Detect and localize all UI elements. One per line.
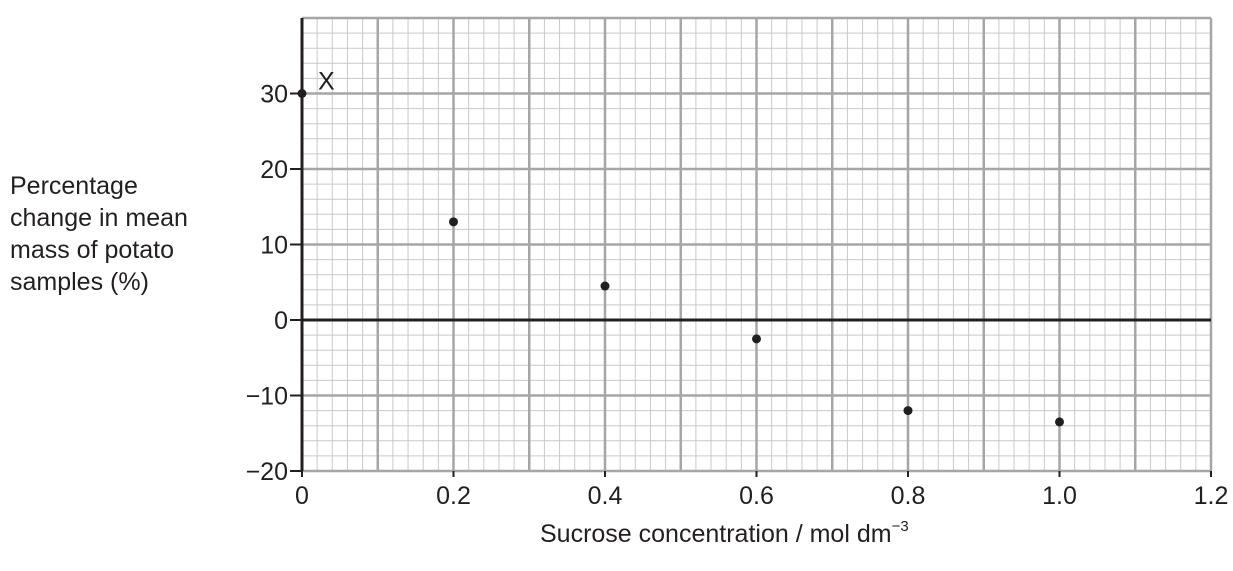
x-axis-label: Sucrose concentration / mol dm−3 (540, 518, 909, 549)
data-point (297, 89, 307, 98)
y-axis-label-line: Percentage (10, 172, 138, 200)
y-axis-label-line: mass of potato (10, 236, 174, 264)
data-point (600, 281, 610, 291)
data-point (903, 406, 913, 416)
point-annotation-x: X (318, 68, 335, 96)
annotations: X (318, 68, 335, 96)
y-axis-label-line: change in mean (10, 204, 188, 232)
y-tick-label: −20 (246, 458, 288, 486)
x-tick-label: 1.2 (1194, 482, 1229, 510)
x-tick-label: 0 (295, 482, 309, 510)
y-axis-label: Percentage change in mean mass of potato… (10, 170, 240, 298)
y-tick-label: 10 (260, 232, 288, 260)
data-point (449, 217, 458, 227)
data-points (297, 89, 1064, 427)
y-tick-label: 0 (274, 307, 288, 335)
data-point (1055, 417, 1064, 427)
y-tick-label: −10 (246, 383, 288, 411)
data-point (752, 334, 761, 344)
x-tick-label: 0.8 (891, 482, 926, 510)
x-tick-label: 0.4 (588, 482, 623, 510)
x-axis-label-exponent: −3 (891, 518, 909, 535)
x-tick-label: 0.2 (436, 482, 471, 510)
y-tick-label: 20 (260, 156, 288, 184)
x-tick-label: 1.0 (1042, 482, 1077, 510)
x-tick-label: 0.6 (739, 482, 774, 510)
x-axis-label-text: Sucrose concentration / mol dm (540, 520, 892, 548)
y-tick-label: 30 (260, 81, 288, 109)
y-axis-label-line: samples (%) (10, 268, 149, 296)
